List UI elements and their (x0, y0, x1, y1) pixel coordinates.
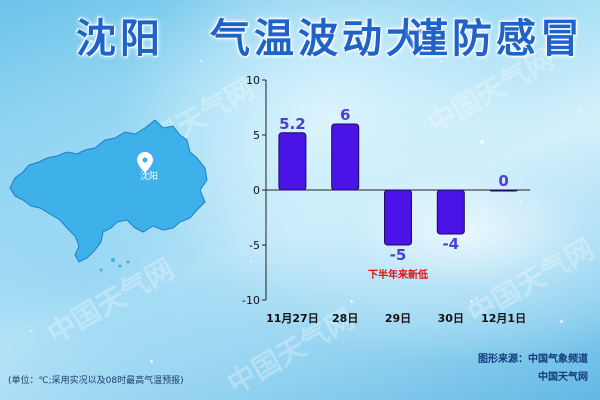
sparkle (520, 200, 522, 202)
bar (489, 189, 518, 192)
sparkle (470, 300, 473, 303)
chart-labels: 5.2 11月27日 6 28日 -5 29日 下半年来新低 -4 30日 0 12月1日 (266, 106, 526, 325)
category-label: 11月27日 (266, 312, 319, 325)
sparkle (200, 60, 202, 62)
location-pin-icon (137, 152, 153, 173)
title-advice: 谨防感冒 (408, 15, 584, 62)
sparkle (350, 300, 353, 303)
sparkle (30, 330, 32, 332)
title-headline: 气温波动大 (210, 15, 430, 62)
bar (436, 189, 465, 235)
y-tick-label: -5 (249, 239, 260, 252)
category-label: 12月1日 (481, 312, 526, 325)
sparkle (410, 250, 412, 252)
title-city: 沈阳 (76, 15, 164, 62)
value-label: 0 (498, 172, 508, 190)
value-label: -5 (390, 246, 407, 264)
sparkle (440, 60, 442, 62)
annotation-label: 下半年来新低 (368, 268, 428, 281)
sparkle (480, 140, 484, 144)
bar (278, 132, 307, 191)
value-label: 5.2 (279, 115, 306, 133)
liaoning-map (9, 119, 208, 272)
temperature-chart: 10 5 0 -5 -10 5.2 11月27日 6 28日 -5 29日 下半年来新低 -4 30日 0… (242, 74, 530, 325)
brand-credit: 中国天气网 (538, 372, 588, 383)
sparkle (150, 360, 153, 363)
sparkle (560, 320, 563, 323)
sparkle (300, 120, 303, 123)
category-label: 30日 (438, 312, 464, 325)
source-credit: 图形来源：中国气象频道 (478, 354, 588, 365)
sparkle (250, 260, 252, 262)
sparkle (330, 90, 332, 92)
y-tick-label: -10 (242, 294, 260, 307)
sparkle (580, 110, 582, 112)
island-marker (118, 264, 122, 268)
category-label: 29日 (385, 312, 411, 325)
sparkle (90, 40, 93, 43)
value-label: -4 (442, 235, 459, 253)
unit-note: (单位：℃;采用实况以及08时最高气温预报) (8, 376, 184, 386)
map-city-label: 沈阳 (140, 172, 159, 182)
page-title: 沈阳 气温波动大 谨防感冒 (0, 6, 600, 66)
value-label: 6 (340, 106, 350, 124)
bar (331, 123, 360, 191)
y-tick-label: 5 (253, 129, 260, 142)
province-shape (9, 119, 208, 263)
category-label: 28日 (332, 312, 358, 325)
y-tick-label: 10 (246, 74, 260, 87)
island-marker (111, 258, 115, 262)
bar (384, 189, 412, 246)
island-marker (99, 268, 103, 272)
chart-bars (278, 123, 518, 246)
island-marker (126, 260, 130, 264)
y-tick-label: 0 (253, 184, 260, 197)
